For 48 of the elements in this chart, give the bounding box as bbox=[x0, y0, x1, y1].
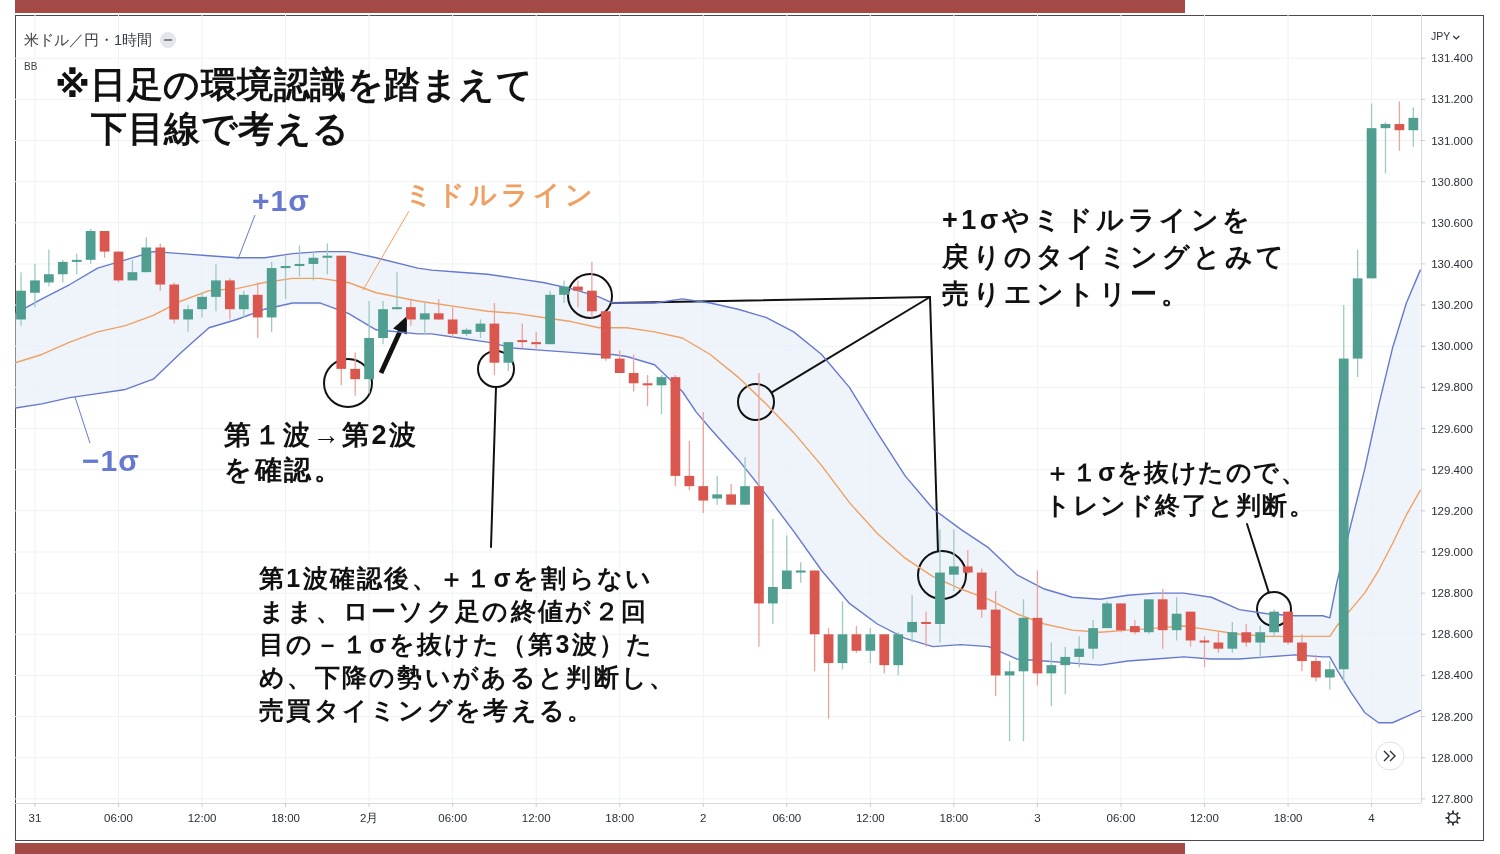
y-tick-label: 130.600 bbox=[1431, 216, 1473, 229]
series-label: +1σ bbox=[237, 184, 310, 260]
y-tick-label: 129.200 bbox=[1431, 504, 1473, 517]
y-tick-label: 127.800 bbox=[1431, 792, 1473, 805]
x-tick-label: 18:00 bbox=[939, 812, 969, 824]
x-tick-label: 06:00 bbox=[772, 812, 802, 824]
y-tick-label: 128.800 bbox=[1431, 587, 1473, 600]
y-tick-label: 130.400 bbox=[1431, 257, 1473, 270]
legend-label: −1σ bbox=[82, 444, 140, 477]
series-label: +1σ bbox=[252, 184, 310, 217]
annotation: 第１波→第2波を確認。 bbox=[224, 420, 419, 485]
y-tick-label: 128.600 bbox=[1431, 628, 1473, 641]
x-tick-label: 2 bbox=[700, 812, 707, 824]
annotation: 第1波確認後、＋１σを割らないまま、ローソク足の終値が２回目の－１σを抜けた（第3波）ため、下降の勢いがあると判断し、売買タイミングを考える。 bbox=[259, 564, 677, 724]
x-tick-label: 12:00 bbox=[855, 812, 885, 824]
x-tick-label: 12:00 bbox=[187, 812, 217, 824]
x-tick-label: 06:00 bbox=[438, 812, 468, 824]
y-tick-label: 129.400 bbox=[1431, 463, 1473, 476]
ylabel: JPY bbox=[1431, 30, 1451, 42]
y-tick-label: 131.200 bbox=[1431, 93, 1473, 106]
x-tick-label: 3 bbox=[1034, 812, 1041, 824]
y-tick-label: 129.000 bbox=[1431, 545, 1473, 558]
x-tick-label: 31 bbox=[28, 812, 42, 824]
y-tick-label: 130.200 bbox=[1431, 299, 1473, 312]
x-tick-label: 18:00 bbox=[1273, 812, 1303, 824]
y-tick-label: 131.400 bbox=[1431, 52, 1473, 65]
subtitle: BB bbox=[24, 61, 38, 72]
x-tick-label: 4 bbox=[1368, 812, 1376, 824]
y-tick-label: 129.800 bbox=[1431, 381, 1473, 394]
y-tick-label: 128.400 bbox=[1431, 669, 1473, 682]
annotation: +1σやミドルラインを戻りのタイミングとみて売りエントリー。 bbox=[942, 205, 1288, 309]
x-tick-label: 06:00 bbox=[104, 812, 133, 824]
title: 米ドル／円・1時間 bbox=[24, 32, 153, 48]
x-tick-label: 12:00 bbox=[1190, 812, 1219, 824]
y-tick-label: 129.600 bbox=[1431, 422, 1473, 435]
annotation: ＋１σを抜けたので、トレンド終了と判断。 bbox=[1045, 458, 1315, 519]
series-label: ミドルライン bbox=[362, 180, 597, 291]
annotation: ※日足の環境認識を踏まえて下目線で考える bbox=[55, 64, 534, 149]
y-tick-label: 128.000 bbox=[1431, 751, 1473, 764]
x-tick-label: 2月 bbox=[359, 812, 379, 824]
x-tick-label: 12:00 bbox=[521, 812, 551, 824]
y-tick-label: 128.200 bbox=[1431, 710, 1473, 723]
y-tick-label: 130.800 bbox=[1431, 175, 1473, 188]
x-tick-label: 06:00 bbox=[1106, 812, 1136, 824]
x-tick-label: 18:00 bbox=[605, 812, 635, 824]
y-tick-label: 131.000 bbox=[1431, 134, 1473, 147]
x-tick-label: 18:00 bbox=[271, 812, 300, 824]
y-tick-label: 130.000 bbox=[1431, 340, 1473, 353]
